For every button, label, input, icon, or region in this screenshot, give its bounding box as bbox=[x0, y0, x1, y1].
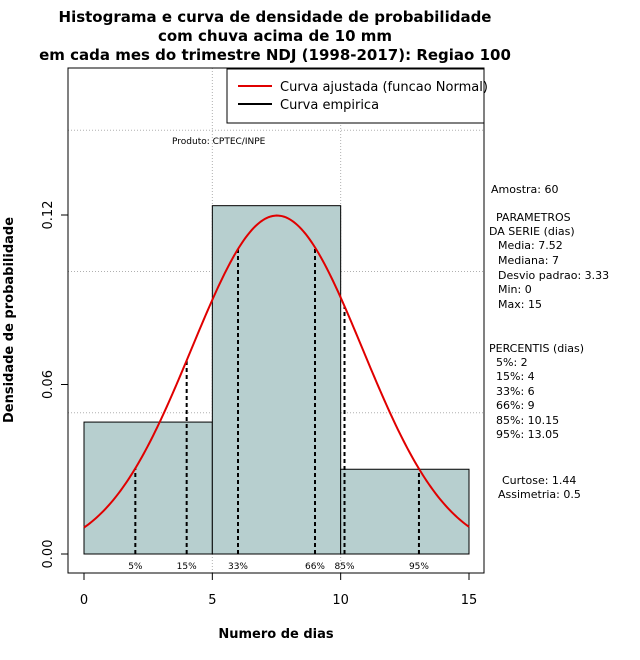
stat-p15: 15%: 4 bbox=[496, 370, 535, 383]
chart-title-line-2: com chuva acima de 10 mm bbox=[158, 27, 392, 45]
stat-parametros-subtitle: DA SERIE (dias) bbox=[489, 225, 575, 238]
stat-p85: 85%: 10.15 bbox=[496, 414, 559, 427]
histogram-bar-2 bbox=[211, 205, 342, 555]
percentile-label-85pct: 85% bbox=[335, 562, 355, 572]
density-curve-layer bbox=[83, 214, 470, 529]
stat-p33: 33%: 6 bbox=[496, 385, 535, 398]
statistics-panel: Amostra: 60 PARAMETROS DA SERIE (dias) M… bbox=[489, 183, 609, 501]
stat-mediana: Mediana: 7 bbox=[498, 254, 559, 267]
percentile-lines: 5% 15% 33% 66% 85% 95% bbox=[128, 247, 429, 572]
plot-frame bbox=[67, 67, 485, 574]
stat-amostra: Amostra: 60 bbox=[491, 183, 558, 196]
stat-max: Max: 15 bbox=[498, 298, 542, 311]
y-tick-label: 0.00 bbox=[41, 540, 56, 569]
stat-desvio: Desvio padrao: 3.33 bbox=[498, 269, 609, 282]
chart-title-line-1: Histograma e curva de densidade de proba… bbox=[59, 8, 492, 26]
y-tick-label: 0.06 bbox=[41, 370, 56, 399]
percentile-label-15pct: 15% bbox=[177, 562, 197, 572]
x-axis-label: Numero de dias bbox=[218, 627, 334, 642]
stat-media: Media: 7.52 bbox=[498, 239, 563, 252]
x-tick-label: 10 bbox=[332, 593, 349, 608]
stat-p66: 66%: 9 bbox=[496, 399, 535, 412]
percentile-label-95pct: 95% bbox=[409, 562, 429, 572]
histogram-bar-3 bbox=[340, 468, 470, 555]
stat-assimetria: Assimetria: 0.5 bbox=[498, 488, 581, 501]
y-axis-label: Densidade de probabilidade bbox=[2, 217, 17, 423]
y-tick-label: 0.12 bbox=[41, 201, 56, 230]
stat-parametros-title: PARAMETROS bbox=[496, 211, 571, 224]
x-tick-label: 15 bbox=[461, 593, 478, 608]
stat-p5: 5%: 2 bbox=[496, 356, 528, 369]
histogram-bar-1 bbox=[83, 421, 213, 555]
normal-density-curve bbox=[83, 214, 470, 529]
histogram-bars bbox=[83, 205, 470, 555]
product-note: Produto: CPTEC/INPE bbox=[172, 137, 266, 147]
percentile-label-5pct: 5% bbox=[128, 562, 143, 572]
stat-curtose: Curtose: 1.44 bbox=[502, 474, 576, 487]
x-tick-label: 5 bbox=[208, 593, 216, 608]
legend-label-empirical: Curva empirica bbox=[280, 98, 379, 113]
legend: Curva ajustada (funcao Normal) Curva emp… bbox=[226, 68, 488, 124]
legend-box bbox=[226, 68, 485, 124]
stat-percentis-title: PERCENTIS (dias) bbox=[489, 342, 584, 355]
percentile-label-33pct: 33% bbox=[228, 562, 248, 572]
percentile-label-66pct: 66% bbox=[305, 562, 325, 572]
chart-title-line-3: em cada mes do trimestre NDJ (1998-2017)… bbox=[39, 46, 511, 64]
stat-min: Min: 0 bbox=[498, 283, 532, 296]
stat-p95: 95%: 13.05 bbox=[496, 428, 559, 441]
x-tick-label: 0 bbox=[80, 593, 88, 608]
legend-label-normal: Curva ajustada (funcao Normal) bbox=[280, 80, 488, 95]
